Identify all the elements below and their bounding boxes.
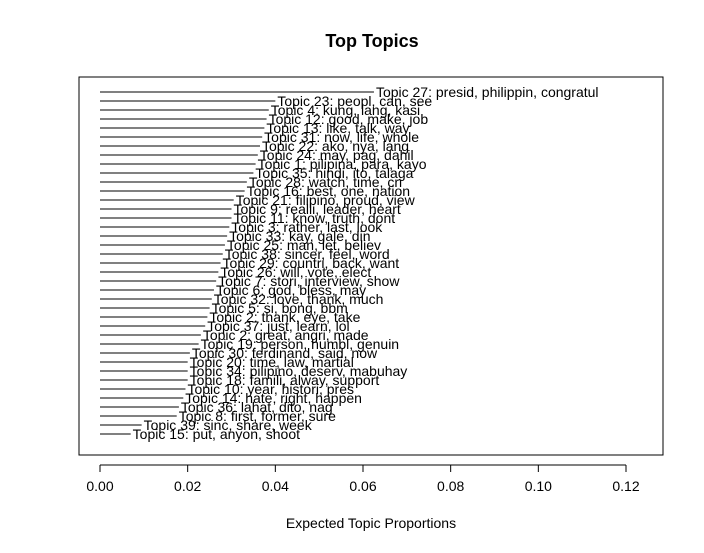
topic-labels-group: Topic 27: presid, philippin, congratulTo… (133, 84, 599, 442)
topic-label: Topic 9: realli, leader, heart (234, 201, 401, 217)
plot-frame (78, 76, 664, 456)
x-tick-label: 0.12 (612, 478, 639, 494)
bars-group (100, 91, 374, 435)
x-tick-label: 0.04 (262, 478, 289, 494)
chart-title: Top Topics (325, 31, 418, 51)
topic-label: Topic 6: god, bless, may (216, 282, 366, 298)
topic-label: Topic 34: pilipino, deserv, mabuhay (190, 363, 408, 379)
topic-label: Topic 24: may, pag, dahil (260, 147, 414, 163)
topic-label: Topic 2: thank, eye, take (209, 309, 360, 325)
topic-label: Topic 18: famili, alway, support (190, 372, 380, 388)
topic-label: Topic 10: year, histori, pres (187, 381, 354, 397)
topic-label: Topic 13: like, talk, way (266, 120, 409, 136)
x-tick-label: 0.06 (349, 478, 376, 494)
topic-label: Topic 26: will, vote, elect (220, 264, 371, 280)
topic-label: Topic 32: love, thank, much (214, 291, 384, 307)
topic-label: Topic 20: time, law, martial (190, 354, 354, 370)
x-axis-label: Expected Topic Proportions (286, 515, 456, 531)
topic-label: Topic 19: person, humbl, genuin (201, 336, 399, 352)
topic-label: Topic 22: ako, nya, lang (262, 138, 409, 154)
topic-label: Topic 12: good, make, job (269, 111, 429, 127)
topic-label: Topic 8: first, former, sure (179, 408, 336, 424)
topic-label: Topic 4: kung, lang, kasi (271, 102, 420, 118)
topic-label: Topic 15: put, anyon, shoot (133, 426, 300, 442)
topic-label: Topic 2: great, angri, made (203, 327, 369, 343)
topic-label: Topic 7: stori, interview, show (218, 273, 400, 289)
topic-label: Topic 29: countri, back, want (223, 255, 400, 271)
topic-label: Topic 5: si, bong, bbm (212, 300, 348, 316)
topic-label: Topic 37: just, learn, lol (207, 318, 349, 334)
x-tick-label: 0.02 (174, 478, 201, 494)
topic-label: Topic 14: hate, right, happen (185, 390, 362, 406)
topic-label: Topic 27: presid, philippin, congratul (376, 84, 599, 100)
topic-label: Topic 31: now, life, whole (264, 129, 419, 145)
topic-label: Topic 39: sinc, share, week (144, 417, 313, 433)
topic-label: Topic 35: hindi, ito, talaga (255, 165, 413, 181)
x-tick-label: 0.08 (437, 478, 464, 494)
x-tick-label: 0.10 (525, 478, 552, 494)
topic-label: Topic 21: filipino, proud, view (236, 192, 416, 208)
topic-label: Topic 3: rather, last, look (231, 219, 383, 235)
x-tick-label: 0.00 (86, 478, 113, 494)
topic-label: Topic 1: pilipina, para, kayo (258, 156, 427, 172)
topic-label: Topic 23: peopl, can, see (277, 93, 432, 109)
topic-label: Topic 11: know, truth, dont (234, 210, 396, 226)
topic-label: Topic 30: ferdinand, said, now (192, 345, 378, 361)
x-axis-ticks: 0.00 0.02 0.04 0.06 0.08 0.10 0.12 (86, 465, 640, 494)
topic-label: Topic 25: man, let, believ (227, 237, 381, 253)
topic-label: Topic 33: kay, gale, din (229, 228, 370, 244)
topic-label: Topic 16: best, one, nation (247, 183, 410, 199)
topic-label: Topic 38: sincer, feel, word (225, 246, 390, 262)
topic-label: Topic 28: watch, time, cri (249, 174, 402, 190)
topic-label: Topic 36: lahat, dito, nag (181, 399, 333, 415)
